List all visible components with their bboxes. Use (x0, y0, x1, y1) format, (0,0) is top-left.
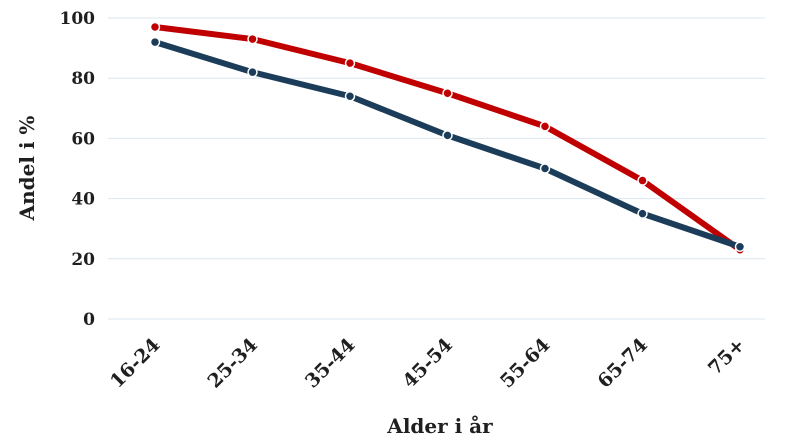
data-point (247, 33, 258, 45)
x-axis-title: Alder i år (386, 414, 493, 438)
y-tick-label: 0 (83, 310, 95, 330)
series-2 (149, 36, 746, 253)
series-1 (149, 21, 746, 256)
y-tick-label: 60 (71, 129, 95, 149)
data-point (539, 163, 551, 174)
data-point (149, 36, 161, 48)
x-tick-label: 65-74 (594, 334, 653, 393)
x-tick-label: 25-34 (204, 334, 263, 393)
y-tick-label: 40 (71, 190, 95, 210)
data-point (344, 91, 356, 102)
data-point (247, 66, 258, 78)
data-point (734, 241, 746, 253)
x-axis-ticks: 16-24 25-34 35-44 45-54 55-64 65-74 75+ (106, 334, 750, 393)
data-point (539, 121, 551, 132)
data-point (149, 21, 161, 33)
series-lines (149, 21, 746, 256)
series-line (152, 39, 743, 250)
data-point (442, 130, 453, 141)
data-point (637, 208, 648, 219)
x-tick-label: 35-44 (301, 334, 360, 393)
y-tick-label: 80 (71, 69, 95, 89)
data-point (637, 175, 648, 186)
data-point (442, 88, 453, 99)
data-point (344, 57, 356, 69)
gridlines (108, 17, 765, 320)
y-axis-title: Andel i % (15, 116, 39, 222)
y-tick-label: 20 (71, 250, 95, 270)
x-tick-label: 55-64 (496, 334, 555, 393)
x-tick-label: 16-24 (106, 334, 165, 393)
y-axis-ticks: 0 20 40 60 80 100 (60, 9, 96, 330)
x-tick-label: 45-54 (399, 334, 458, 393)
y-tick-label: 100 (60, 9, 96, 29)
x-tick-label: 75+ (704, 334, 750, 380)
